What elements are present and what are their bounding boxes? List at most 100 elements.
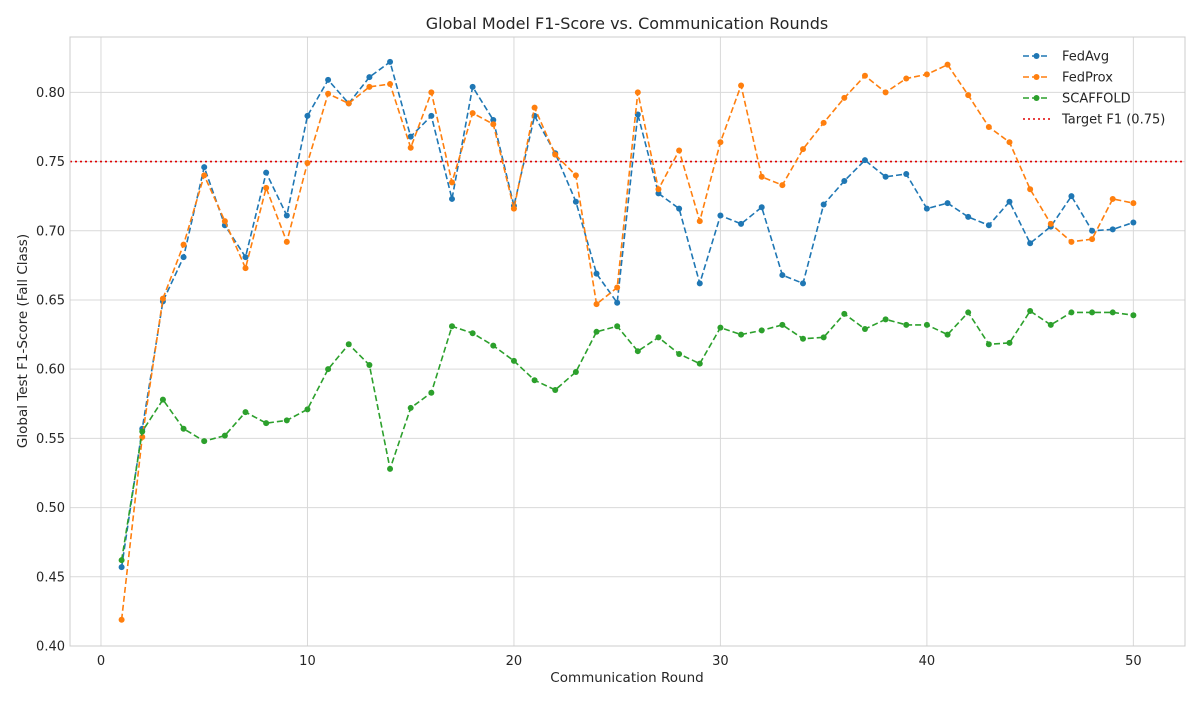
y-tick-label: 0.80 xyxy=(36,86,65,101)
y-tick-label: 0.60 xyxy=(36,363,65,378)
data-point-fedprox xyxy=(882,89,889,96)
data-point-scaffold xyxy=(923,321,930,328)
data-point-fedavg xyxy=(325,76,332,83)
data-point-scaffold xyxy=(634,348,641,355)
data-point-fedprox xyxy=(738,82,745,89)
data-point-scaffold xyxy=(985,341,992,348)
data-point-fedprox xyxy=(779,182,786,189)
data-point-fedavg xyxy=(428,112,435,119)
data-point-fedprox xyxy=(263,184,270,191)
data-point-fedavg xyxy=(923,205,930,212)
legend-marker xyxy=(1033,95,1040,101)
data-point-scaffold xyxy=(676,350,683,357)
x-tick-label: 20 xyxy=(506,654,523,669)
data-point-scaffold xyxy=(593,328,600,335)
data-point-fedavg xyxy=(614,299,621,306)
data-point-scaffold xyxy=(717,324,724,331)
data-point-fedavg xyxy=(758,204,765,211)
data-point-scaffold xyxy=(696,360,703,367)
data-point-scaffold xyxy=(800,335,807,342)
data-point-fedprox xyxy=(1006,139,1013,146)
data-point-fedavg xyxy=(366,74,373,81)
data-point-fedprox xyxy=(201,172,208,179)
x-axis-label: Communication Round xyxy=(550,670,703,686)
legend: FedAvg FedProx SCAFFOLD Target F1 (0.75) xyxy=(1023,50,1165,128)
data-point-fedprox xyxy=(345,100,352,107)
data-point-fedavg xyxy=(304,112,311,119)
y-tick-label: 0.75 xyxy=(36,155,65,170)
series-line-fedavg xyxy=(120,60,1134,568)
y-tick-label: 0.50 xyxy=(36,501,65,516)
data-point-fedprox xyxy=(572,172,579,179)
data-point-scaffold xyxy=(448,323,455,330)
data-point-fedprox xyxy=(387,81,394,88)
legend-marker xyxy=(1033,74,1040,80)
x-tick-label: 50 xyxy=(1125,654,1142,669)
data-point-fedavg xyxy=(242,254,249,261)
data-point-scaffold xyxy=(366,362,373,369)
data-point-fedavg xyxy=(820,201,827,208)
data-point-scaffold xyxy=(841,310,848,317)
data-point-fedprox xyxy=(985,123,992,130)
data-point-fedprox xyxy=(428,89,435,96)
data-point-fedavg xyxy=(407,133,414,140)
series-group xyxy=(118,58,1137,623)
legend-item-fedprox: FedProx xyxy=(1023,71,1113,86)
data-point-fedprox xyxy=(923,71,930,78)
data-point-fedprox xyxy=(139,434,146,441)
data-point-fedprox xyxy=(221,218,228,225)
data-point-scaffold xyxy=(510,357,517,364)
legend-item-scaffold: SCAFFOLD xyxy=(1023,92,1131,107)
data-point-fedavg xyxy=(696,280,703,287)
data-point-fedavg xyxy=(779,272,786,279)
series-fedprox xyxy=(118,61,1137,623)
data-point-fedprox xyxy=(366,83,373,90)
data-point-fedavg xyxy=(676,205,683,212)
series-line-fedprox xyxy=(120,63,1134,620)
data-point-fedprox xyxy=(242,265,249,272)
legend-marker xyxy=(1033,53,1040,59)
data-point-scaffold xyxy=(407,404,414,411)
data-point-scaffold xyxy=(304,406,311,413)
data-point-scaffold xyxy=(1027,308,1034,315)
data-point-scaffold xyxy=(428,389,435,396)
data-point-fedprox xyxy=(1130,200,1137,207)
data-point-scaffold xyxy=(1006,339,1013,346)
data-point-fedprox xyxy=(820,119,827,126)
data-point-fedprox xyxy=(552,151,559,158)
data-point-scaffold xyxy=(965,309,972,316)
data-point-fedavg xyxy=(882,173,889,180)
data-point-fedprox xyxy=(1109,195,1116,202)
data-point-fedprox xyxy=(159,295,166,302)
data-point-fedprox xyxy=(448,179,455,186)
data-point-scaffold xyxy=(1089,309,1096,316)
y-axis-ticks: 0.40 0.45 0.50 0.55 0.60 0.65 0.70 0.75 0.80 xyxy=(36,86,65,655)
data-point-scaffold xyxy=(779,321,786,328)
data-point-scaffold xyxy=(283,417,290,424)
y-tick-label: 0.45 xyxy=(36,570,65,585)
data-point-fedprox xyxy=(593,301,600,308)
data-point-scaffold xyxy=(159,396,166,403)
data-point-fedavg xyxy=(944,200,951,207)
data-point-fedavg xyxy=(283,212,290,219)
data-point-scaffold xyxy=(201,438,208,445)
data-point-fedprox xyxy=(283,238,290,245)
data-point-fedprox xyxy=(1027,186,1034,193)
data-point-fedavg xyxy=(965,213,972,220)
data-point-fedprox xyxy=(655,186,662,193)
data-point-fedprox xyxy=(531,104,538,111)
data-point-fedprox xyxy=(634,89,641,96)
data-point-fedprox xyxy=(304,159,311,166)
chart-title: Global Model F1-Score vs. Communication … xyxy=(426,14,828,33)
data-point-fedavg xyxy=(717,212,724,219)
data-point-fedprox xyxy=(614,284,621,291)
data-point-fedprox xyxy=(944,61,951,68)
data-point-scaffold xyxy=(1130,312,1137,319)
data-point-fedprox xyxy=(676,147,683,154)
data-point-scaffold xyxy=(758,327,765,334)
x-tick-label: 30 xyxy=(712,654,729,669)
data-point-scaffold xyxy=(531,377,538,384)
data-point-fedavg xyxy=(387,58,394,65)
data-point-fedavg xyxy=(448,195,455,202)
